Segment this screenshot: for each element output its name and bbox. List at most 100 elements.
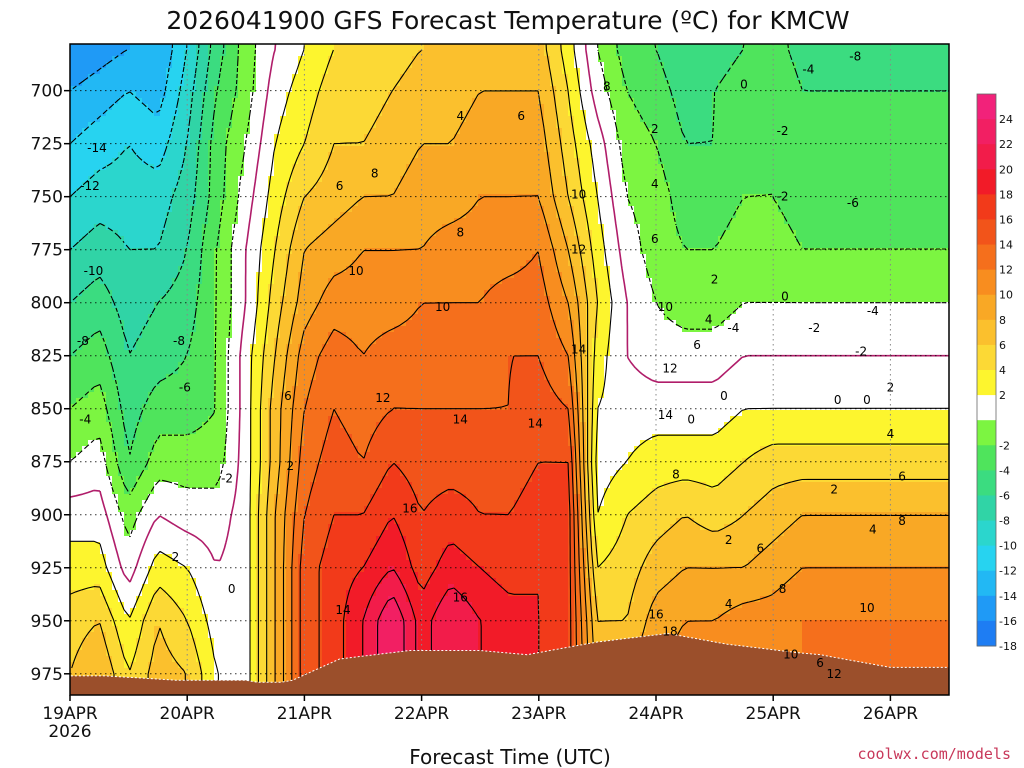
temperature-cell [256,92,263,99]
temperature-cell [370,134,377,141]
temperature-cell [754,44,761,51]
temperature-cell [508,212,515,219]
temperature-cell [838,176,845,183]
temperature-cell [406,152,413,159]
temperature-cell [508,68,515,75]
temperature-cell [862,62,869,69]
temperature-cell [574,128,581,135]
temperature-cell [82,104,89,111]
temperature-cell [880,176,887,183]
temperature-cell [304,182,311,189]
temperature-cell [922,206,929,213]
temperature-cell [910,230,917,237]
temperature-cell [568,182,575,189]
temperature-cell [544,230,551,237]
temperature-cell [70,98,77,105]
temperature-cell [340,98,347,105]
temperature-cell [148,146,155,153]
temperature-cell [880,98,887,105]
temperature-cell [790,122,797,129]
temperature-cell [190,236,197,243]
temperature-cell [256,86,263,93]
temperature-cell [328,74,335,81]
temperature-cell [706,194,713,201]
temperature-cell [862,212,869,219]
temperature-cell [220,152,227,159]
temperature-cell [280,146,287,153]
temperature-cell [556,110,563,117]
temperature-cell [142,152,149,159]
temperature-cell [580,164,587,171]
temperature-cell [100,98,107,105]
temperature-cell [664,86,671,93]
temperature-cell [112,224,119,231]
temperature-cell [106,218,113,225]
temperature-cell [898,224,905,231]
temperature-cell [268,122,275,129]
temperature-cell [328,128,335,135]
temperature-cell [568,92,575,99]
temperature-cell [334,92,341,99]
temperature-cell [172,128,179,135]
temperature-cell [466,80,473,87]
temperature-cell [766,56,773,63]
temperature-cell [706,86,713,93]
temperature-cell [574,146,581,153]
temperature-cell [250,206,257,213]
temperature-cell [256,230,263,237]
temperature-cell [742,86,749,93]
temperature-cell [280,80,287,87]
temperature-cell [658,110,665,117]
temperature-cell [946,104,949,111]
temperature-cell [808,110,815,117]
temperature-cell [388,188,395,195]
temperature-cell [544,116,551,123]
temperature-cell [778,110,785,117]
temperature-cell [922,116,929,123]
temperature-cell [892,212,899,219]
temperature-cell [106,164,113,171]
temperature-cell [574,98,581,105]
temperature-cell [94,122,101,129]
temperature-cell [778,230,785,237]
temperature-cell [130,224,137,231]
temperature-cell [550,128,557,135]
temperature-cell [340,242,347,249]
temperature-cell [886,224,893,231]
temperature-cell [628,128,635,135]
temperature-cell [748,176,755,183]
temperature-cell [832,98,839,105]
temperature-cell [526,236,533,243]
temperature-cell [76,122,83,129]
temperature-cell [208,230,215,237]
temperature-cell [898,176,905,183]
temperature-cell [784,92,791,99]
temperature-cell [334,164,341,171]
temperature-cell [112,134,119,141]
temperature-cell [856,194,863,201]
temperature-cell [592,164,599,171]
temperature-cell [832,212,839,219]
temperature-cell [808,56,815,63]
temperature-cell [532,134,539,141]
temperature-cell [490,140,497,147]
temperature-cell [286,164,293,171]
temperature-cell [580,116,587,123]
temperature-cell [688,80,695,87]
temperature-cell [352,242,359,249]
temperature-cell [70,140,77,147]
temperature-cell [646,200,653,207]
temperature-cell [586,164,593,171]
temperature-cell [772,242,779,249]
temperature-cell [460,128,467,135]
temperature-cell [778,146,785,153]
temperature-cell [880,134,887,141]
temperature-cell [484,230,491,237]
temperature-cell [700,206,707,213]
temperature-cell [724,200,731,207]
temperature-cell [760,224,767,231]
temperature-cell [490,104,497,111]
temperature-cell [916,146,923,153]
temperature-cell [382,86,389,93]
temperature-cell [400,218,407,225]
